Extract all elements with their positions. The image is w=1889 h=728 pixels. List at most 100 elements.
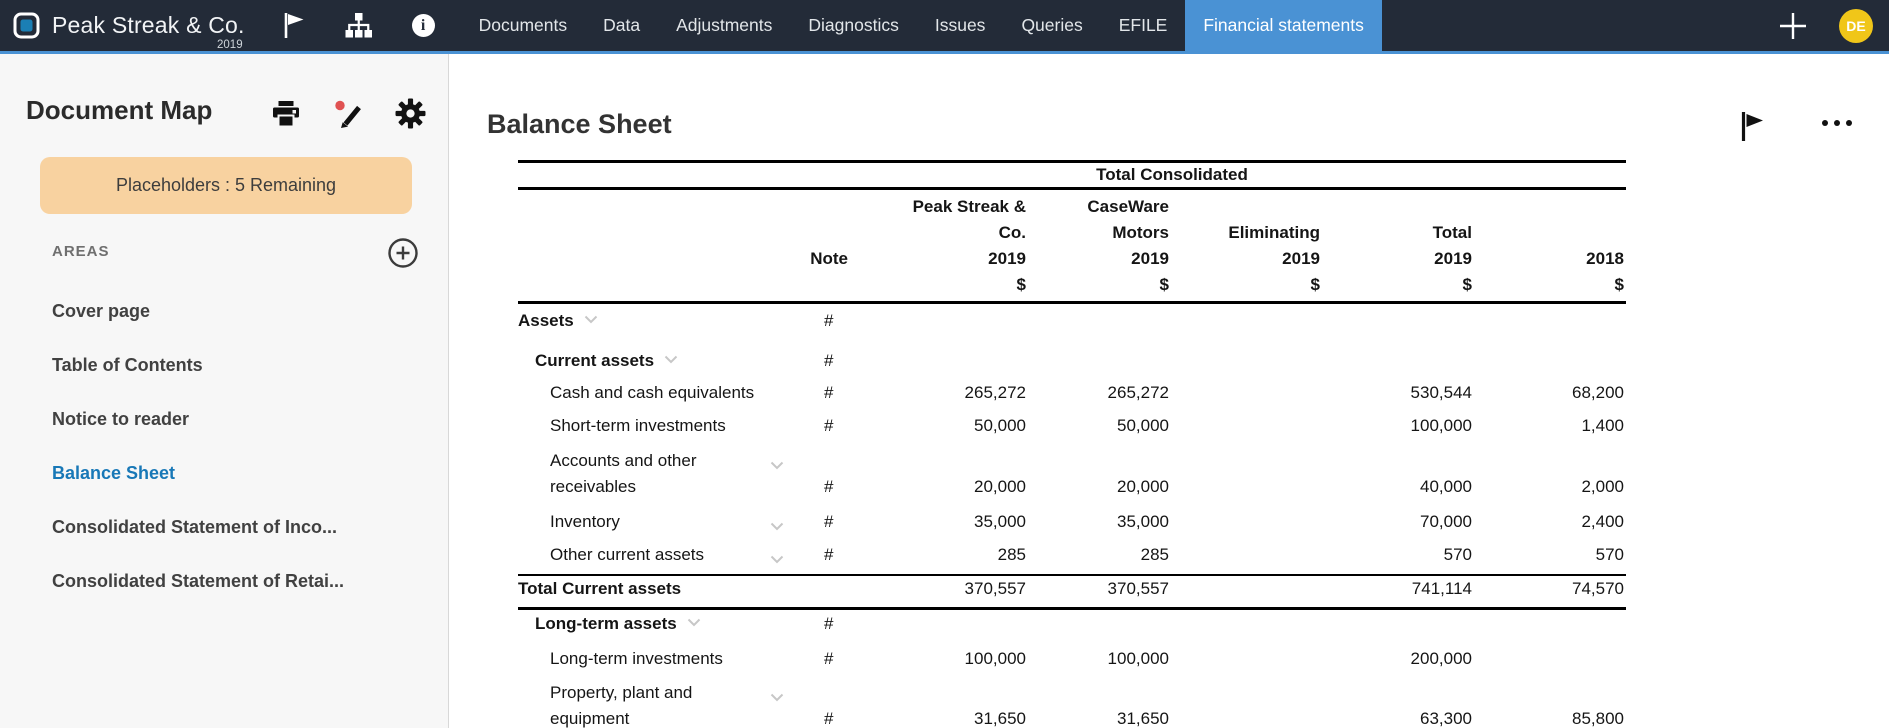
annotate-icon[interactable] [333,100,362,128]
nav-item-issues[interactable]: Issues [934,15,986,35]
sidebar-item-consolidated-statement-of-retai[interactable]: Consolidated Statement of Retai... [52,570,345,591]
value-cell: 35,000 [974,512,1026,531]
note-placeholder[interactable]: # [824,416,834,435]
value-cell: 1,400 [1581,416,1624,435]
nav-item-financial-statements[interactable]: Financial statements [1185,0,1382,51]
note-placeholder[interactable]: # [824,351,834,370]
table-row-other-current-assets: Other current assets #285 285 570 570 [518,541,1626,576]
nav-item-efile[interactable]: EFILE [1118,15,1168,35]
avatar[interactable]: DE [1839,8,1873,43]
page-title: Balance Sheet [487,109,672,139]
value-cell: 74,570 [1572,579,1624,598]
info-icon[interactable]: i [411,14,435,37]
note-placeholder[interactable]: # [824,709,834,728]
row-label: Short-term investments [550,416,726,435]
sidebar-item-cover-page[interactable]: Cover page [52,300,151,321]
note-placeholder [770,602,850,608]
nav-item-data[interactable]: Data [603,15,641,35]
app-logo-icon[interactable] [13,12,40,39]
note-placeholder[interactable]: # [824,383,834,402]
nav-item-queries[interactable]: Queries [1021,15,1083,35]
value-cell [1171,602,1322,608]
group-header-label: Total Consolidated [1096,165,1248,184]
value-cell: 68,200 [1572,383,1624,402]
row-label: Long-term assets [535,614,677,633]
note-placeholder[interactable]: # [824,512,834,531]
document-map-toolbar [272,98,426,129]
document-map-panel: Document Map [0,54,449,728]
value-cell: 370,557 [964,579,1026,598]
table-row-long-term-assets: Long-term assets # [518,610,1626,643]
value-cell: 2,000 [1581,477,1624,496]
nav-item-documents[interactable]: Documents [478,15,568,35]
sidebar-item-notice-to-reader[interactable]: Notice to reader [52,408,190,429]
nav-item-adjustments[interactable]: Adjustments [676,15,773,35]
chevron-down-icon[interactable] [664,355,678,364]
add-icon[interactable] [1777,10,1809,42]
balance-sheet-table: Total Consolidated Note Peak Streak & Co.… [518,160,1626,728]
navbar-menu: Documents Data Adjustments Diagnostics Issue… [461,0,1382,51]
hierarchy-icon[interactable] [345,13,372,38]
note-placeholder[interactable]: # [824,614,834,633]
value-cell: 31,650 [974,709,1026,728]
chevron-down-icon[interactable] [770,522,784,531]
column-header-eliminating: Eliminating 2019 $ [1228,223,1320,294]
add-area-icon[interactable] [387,237,419,274]
chevron-down-icon[interactable] [770,461,784,470]
value-cell: 63,300 [1420,709,1472,728]
engagement-title: Peak Streak & Co. [52,12,245,38]
flag-icon[interactable] [283,12,305,39]
nav-item-diagnostics[interactable]: Diagnostics [808,15,899,35]
value-cell: 100,000 [964,649,1026,668]
value-cell: 570 [1443,545,1472,564]
value-cell: 285 [997,545,1026,564]
note-placeholder[interactable]: # [824,545,834,564]
placeholders-badge[interactable]: Placeholders : 5 Remaining [40,157,412,214]
note-placeholder[interactable]: # [824,649,834,668]
table-row-property-plant-and-equipment: Property, plant and equipment #31,650 31,6… [518,678,1626,728]
value-cell: 20,000 [1117,477,1169,496]
value-cell: 31,650 [1117,709,1169,728]
areas-section-label: AREAS [52,243,110,260]
chevron-down-icon[interactable] [687,618,701,627]
sidebar-item-table-of-contents[interactable]: Table of Contents [52,354,203,375]
document-viewer: Balance Sheet Total Consolidated Note Pe… [450,54,1889,728]
sidebar-item-consolidated-statement-of-inco[interactable]: Consolidated Statement of Inco... [52,516,338,537]
chevron-down-icon[interactable] [584,315,598,324]
top-navbar: Peak Streak & Co. 2019 i Documents Data Ad… [0,0,1889,54]
value-cell: 265,272 [964,383,1026,402]
table-row-inventory: Inventory #35,000 35,000 70,000 2,400 [518,506,1626,541]
value-cell: 50,000 [974,416,1026,435]
table-row-long-term-investments: Long-term investments #100,000 100,000 200,… [518,643,1626,678]
column-header-caseware-motors: CaseWare Motors 2019 $ [1087,197,1169,294]
print-icon[interactable] [272,100,300,127]
brand: Peak Streak & Co. 2019 [0,0,245,51]
table-row-total-current-assets: Total Current assets 370,557 370,557 741,11… [518,576,1626,610]
table-column-headers: Note Peak Streak & Co. 2019 $ CaseWare Motors… [518,190,1626,304]
more-icon[interactable] [1822,120,1852,126]
value-cell: 35,000 [1117,512,1169,531]
table-body: Assets # Current assets # Cash and cash equi… [518,304,1626,728]
sidebar-item-balance-sheet[interactable]: Balance Sheet [52,462,176,483]
value-cell: 50,000 [1117,416,1169,435]
value-cell: 100,000 [1410,416,1472,435]
settings-icon[interactable] [395,98,426,129]
value-cell: 741,114 [1411,579,1472,598]
row-label: Property, plant and equipment [550,683,693,728]
flag-icon[interactable] [1740,111,1764,147]
column-header-total: Total 2019 $ [1432,223,1472,294]
row-label: Other current assets [550,545,705,564]
row-label: Long-term investments [550,649,723,668]
note-placeholder[interactable]: # [824,477,834,496]
column-header-prior-year: 2018 $ [1586,249,1624,294]
value-cell: 265,272 [1107,383,1169,402]
note-placeholder[interactable]: # [824,311,834,330]
column-header-peak-streak-co: Peak Streak & Co. 2019 $ [912,197,1026,294]
row-label: Accounts and other receivables [550,451,697,496]
chevron-down-icon[interactable] [770,555,784,564]
document-map-title: Document Map [26,95,213,125]
value-cell: 570 [1595,545,1624,564]
chevron-down-icon[interactable] [770,693,784,702]
row-label: Current assets [535,351,655,370]
row-label: Cash and cash equivalents [550,383,755,402]
